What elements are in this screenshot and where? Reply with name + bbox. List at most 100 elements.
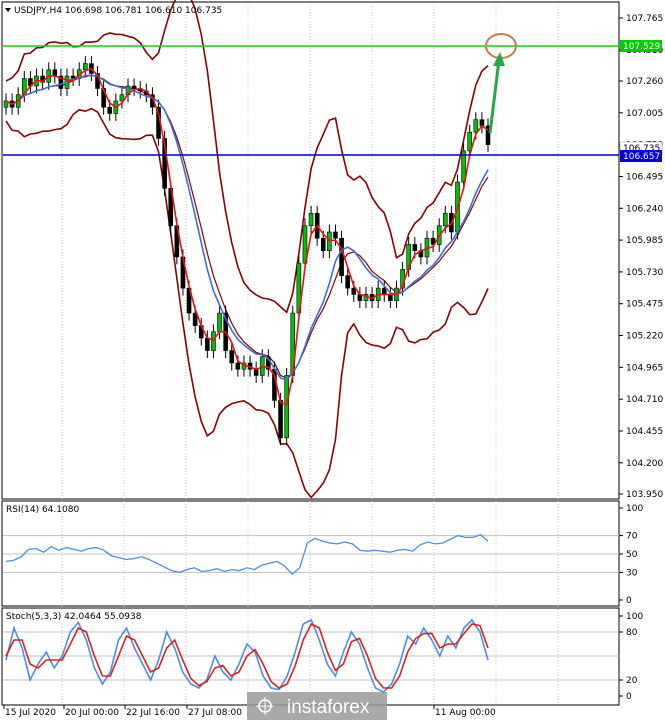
candle xyxy=(333,224,338,246)
time-tick-label: 22 Jul 16:00 xyxy=(126,708,180,718)
time-axis: 15 Jul 2020 20 Jul 00:00 22 Jul 16:00 27 Ju… xyxy=(3,705,496,718)
target-arrow-shaft xyxy=(488,59,501,134)
price-tick-label: 105.730 xyxy=(626,268,663,278)
price-tick-label: 104.200 xyxy=(626,459,663,469)
candle-body xyxy=(217,312,222,333)
sub-tick-label: 50 xyxy=(626,550,638,560)
candle xyxy=(308,205,314,234)
sub-tick-label: 100 xyxy=(626,612,643,622)
candle-body xyxy=(162,138,167,189)
vertical-grid xyxy=(61,3,559,705)
candle-body xyxy=(320,237,326,251)
rsi-axis: 100 70 50 30 0 xyxy=(619,504,643,606)
candle-body xyxy=(229,350,235,364)
rsi-levels xyxy=(3,535,619,573)
collapse-icon[interactable] xyxy=(5,8,11,12)
price-tick-label: 105.220 xyxy=(626,332,663,342)
price-tick-label: 107.260 xyxy=(626,77,663,87)
stoch-signal-line xyxy=(5,622,489,689)
candle-body xyxy=(345,275,350,289)
candle-body xyxy=(473,119,479,133)
candle-body xyxy=(3,100,9,108)
candle xyxy=(327,224,332,259)
price-tick-label: 107.765 xyxy=(626,14,663,24)
candle-body xyxy=(211,331,216,351)
sub-tick-label: 30 xyxy=(626,568,638,578)
stoch-axis: 100 80 20 0 xyxy=(619,612,643,702)
time-tick-label: 11 Aug 00:00 xyxy=(435,708,496,718)
sub-tick-label: 20 xyxy=(626,676,638,686)
time-tick-label: 15 Jul 2020 xyxy=(5,708,56,718)
candle-body xyxy=(308,212,314,227)
svg-text:instaforex: instaforex xyxy=(287,697,370,718)
candle-body xyxy=(467,131,472,152)
price-tick-label: 106.240 xyxy=(626,204,663,214)
candle-body xyxy=(278,400,283,439)
candle-body xyxy=(333,231,338,239)
candle-body xyxy=(205,337,210,351)
candle-body xyxy=(327,231,332,251)
sub-tick-label: 70 xyxy=(626,532,638,542)
candle-body xyxy=(119,94,125,102)
candle xyxy=(3,93,9,115)
price-axis: 107.765107.510107.260107.005106.750106.4… xyxy=(619,14,663,500)
main-title: USDJPY,H4 106.698 106.781 106.610 106.73… xyxy=(14,6,222,16)
candle xyxy=(119,87,125,109)
candle-body xyxy=(442,212,448,227)
candle-body xyxy=(284,375,289,439)
svg-text:107.529: 107.529 xyxy=(623,42,660,52)
price-tick-label: 103.950 xyxy=(626,490,663,500)
price-tick-label: 106.495 xyxy=(626,172,663,182)
candle-body xyxy=(52,69,58,77)
candle xyxy=(229,343,235,371)
candle-body xyxy=(259,356,265,376)
time-tick-label: 20 Jul 00:00 xyxy=(65,708,119,718)
candle-body xyxy=(339,237,344,276)
sub-tick-label: 80 xyxy=(626,628,638,638)
ma-slow-line xyxy=(5,74,489,381)
price-tick-label: 107.005 xyxy=(626,109,663,119)
svg-text:106.657: 106.657 xyxy=(623,152,660,162)
candle xyxy=(58,68,64,96)
candle xyxy=(284,367,289,446)
candle xyxy=(345,268,350,296)
candle-body xyxy=(253,368,259,376)
ma-fast-line xyxy=(5,68,489,406)
candle xyxy=(131,78,137,96)
price-tick-label: 105.475 xyxy=(626,300,663,310)
sub-tick-label: 100 xyxy=(626,504,643,514)
candle xyxy=(485,118,491,153)
band-lower xyxy=(5,107,489,499)
time-tick-label: 27 Jul 08:00 xyxy=(188,708,242,718)
candle-body xyxy=(58,75,64,89)
price-tick-label: 104.710 xyxy=(626,395,663,405)
candle-body xyxy=(192,312,198,326)
band-upper xyxy=(5,0,489,314)
price-tick-label: 104.455 xyxy=(626,427,663,437)
price-tick-label: 104.965 xyxy=(626,363,663,373)
candle-body xyxy=(351,287,357,295)
candle-body xyxy=(461,150,466,183)
candle-body xyxy=(131,85,137,89)
sub-tick-label: 0 xyxy=(626,692,632,702)
candle-body xyxy=(83,63,88,71)
price-label-107529: 107.529 xyxy=(620,40,662,52)
moving-averages xyxy=(5,68,489,406)
sub-tick-label: 0 xyxy=(626,596,632,606)
candle xyxy=(430,230,436,252)
stoch-title: Stoch(5,3,3) 42.0464 55.0938 xyxy=(6,612,142,622)
candle xyxy=(211,324,216,358)
price-label-106657: 106.657 xyxy=(620,150,662,162)
candle-body xyxy=(412,244,418,251)
candle-body xyxy=(235,362,241,370)
candle-body xyxy=(388,294,393,301)
candle xyxy=(339,230,344,284)
candle-body xyxy=(485,125,491,145)
price-tick-label: 105.985 xyxy=(626,236,663,246)
target-arrow-head xyxy=(493,52,505,66)
svg-text:106.735: 106.735 xyxy=(623,144,660,154)
candle-body xyxy=(107,106,113,114)
candle xyxy=(320,230,326,259)
watermark-emblem xyxy=(256,697,274,715)
